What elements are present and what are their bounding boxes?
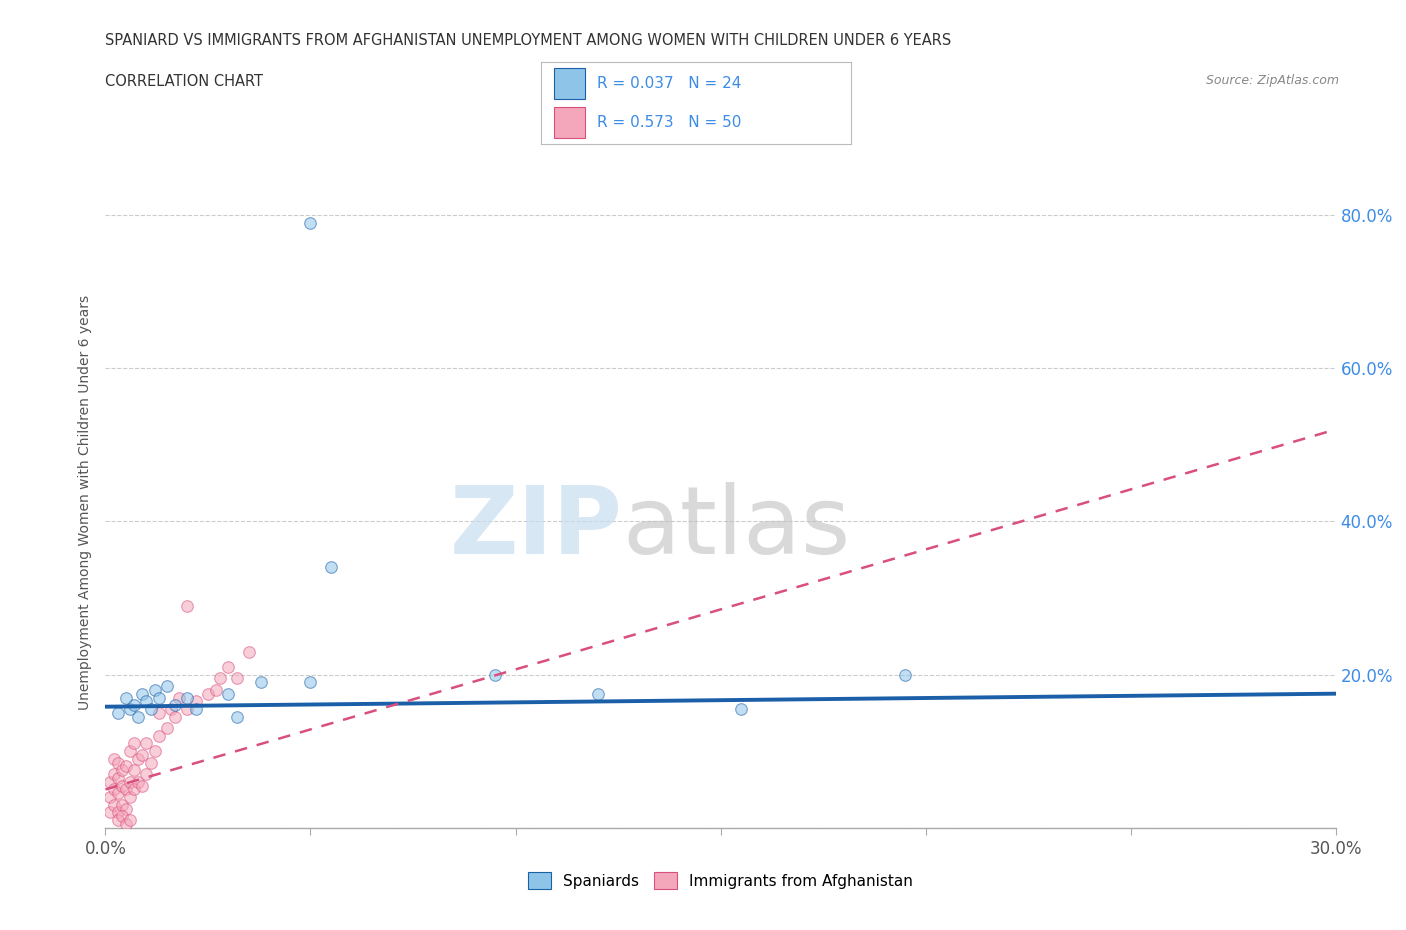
Point <box>319 560 342 575</box>
Point <box>120 775 141 790</box>
Point <box>120 701 141 716</box>
Point <box>143 744 166 759</box>
Point <box>122 736 145 751</box>
Point <box>103 797 125 812</box>
Point <box>127 775 149 790</box>
Point <box>107 770 129 785</box>
Point <box>148 690 170 705</box>
Point <box>139 755 162 770</box>
Point <box>122 698 145 712</box>
Y-axis label: Unemployment Among Women with Children Under 6 years: Unemployment Among Women with Children U… <box>79 295 93 710</box>
Point <box>111 809 134 824</box>
Point <box>131 748 153 763</box>
Point <box>111 778 134 793</box>
Point <box>127 751 149 766</box>
Point <box>120 744 141 759</box>
Point <box>115 690 138 705</box>
Point <box>111 763 134 777</box>
Point <box>176 690 198 705</box>
Point <box>148 705 170 720</box>
Point <box>98 790 121 804</box>
Point <box>103 782 125 797</box>
Point <box>103 751 125 766</box>
Point <box>169 690 191 705</box>
Point <box>218 659 240 674</box>
FancyBboxPatch shape <box>554 68 585 100</box>
Point <box>894 667 917 682</box>
Point <box>98 805 121 820</box>
Point <box>111 797 134 812</box>
Point <box>148 728 170 743</box>
Point <box>120 790 141 804</box>
Text: atlas: atlas <box>621 483 851 574</box>
Point <box>238 644 260 659</box>
Point <box>184 694 207 709</box>
Point <box>165 698 187 712</box>
Point <box>115 759 138 774</box>
Point <box>176 701 198 716</box>
Point <box>176 598 198 613</box>
Point <box>218 686 240 701</box>
Point <box>127 710 149 724</box>
Point <box>135 694 157 709</box>
Point <box>135 766 157 781</box>
Point <box>209 671 232 685</box>
FancyBboxPatch shape <box>554 107 585 138</box>
Text: Source: ZipAtlas.com: Source: ZipAtlas.com <box>1205 74 1339 87</box>
Point <box>250 675 273 690</box>
Point <box>107 786 129 801</box>
Text: CORRELATION CHART: CORRELATION CHART <box>105 74 263 89</box>
Point <box>730 701 752 716</box>
Point <box>115 801 138 816</box>
Text: R = 0.573   N = 50: R = 0.573 N = 50 <box>598 114 741 129</box>
Point <box>139 701 162 716</box>
Point <box>98 775 121 790</box>
Point <box>225 710 247 724</box>
Point <box>115 782 138 797</box>
Point <box>156 721 179 736</box>
Point <box>131 778 153 793</box>
Point <box>107 705 129 720</box>
Point <box>107 755 129 770</box>
Point <box>586 686 609 701</box>
Point <box>120 813 141 828</box>
Point <box>122 763 145 777</box>
Point <box>225 671 247 685</box>
Point <box>184 701 207 716</box>
Point <box>103 766 125 781</box>
Text: ZIP: ZIP <box>450 483 621 574</box>
Point <box>107 805 129 820</box>
Point <box>299 675 322 690</box>
Point <box>299 215 322 230</box>
Point <box>115 817 138 831</box>
Point <box>484 667 506 682</box>
Point <box>160 701 183 716</box>
Point <box>165 710 187 724</box>
Text: R = 0.037   N = 24: R = 0.037 N = 24 <box>598 76 741 91</box>
Legend: Spaniards, Immigrants from Afghanistan: Spaniards, Immigrants from Afghanistan <box>522 866 920 895</box>
Point <box>143 683 166 698</box>
Point <box>156 679 179 694</box>
Point <box>107 813 129 828</box>
Text: SPANIARD VS IMMIGRANTS FROM AFGHANISTAN UNEMPLOYMENT AMONG WOMEN WITH CHILDREN U: SPANIARD VS IMMIGRANTS FROM AFGHANISTAN … <box>105 33 952 47</box>
Point <box>135 736 157 751</box>
Point <box>197 686 219 701</box>
Point <box>131 686 153 701</box>
Point <box>122 782 145 797</box>
Point <box>205 683 228 698</box>
